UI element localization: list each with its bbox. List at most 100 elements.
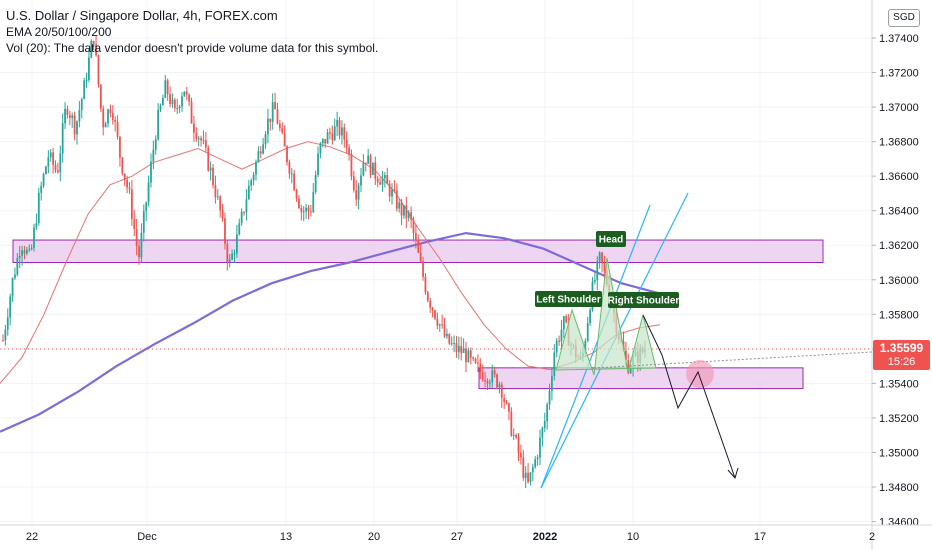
candle-body: [190, 101, 193, 124]
candle-body: [47, 157, 50, 167]
candle-body: [398, 202, 401, 209]
candle-body: [555, 340, 558, 353]
candle-body: [453, 342, 455, 344]
candle-body: [357, 185, 360, 200]
x-axis[interactable]: 22 Dec 13 20 27 2022 10 17 2: [0, 524, 932, 543]
candle-body: [486, 380, 489, 384]
candle-body: [159, 105, 162, 110]
candle-body: [350, 154, 353, 177]
candle-body: [467, 350, 470, 363]
candle-body: [448, 333, 451, 344]
candle-body: [204, 140, 207, 148]
candle-body: [302, 211, 305, 213]
candle-body: [171, 99, 174, 105]
left-shoulder-label: Left Shoulder: [536, 295, 601, 306]
candle-body: [598, 252, 601, 262]
candle-body: [457, 345, 460, 352]
y-tick-label: 1.35200: [879, 413, 919, 425]
candle-body: [469, 350, 472, 358]
candle-body: [541, 427, 544, 438]
y-tick-label: 1.36000: [879, 275, 919, 287]
candle-body: [407, 212, 410, 219]
candle-body: [410, 212, 413, 220]
volume-indicator-label[interactable]: Vol (20): The data vendor doesn't provid…: [6, 41, 379, 55]
symbol-title[interactable]: U.S. Dollar / Singapore Dollar, 4h, FORE…: [6, 8, 278, 23]
candle-body: [152, 149, 155, 162]
candle-body: [336, 120, 339, 127]
candle-body: [169, 94, 171, 105]
candle-body: [147, 182, 150, 203]
candle-body: [40, 185, 43, 193]
candle-body: [338, 120, 341, 136]
y-tick-label: 1.36200: [879, 240, 919, 252]
candle-body: [625, 350, 627, 361]
candle-body: [259, 151, 262, 154]
candle-body: [264, 134, 267, 145]
last-price: 1.35599: [879, 341, 924, 355]
candle-body: [209, 167, 212, 171]
head-shoulders-pattern: [555, 257, 657, 376]
candle-body: [255, 161, 257, 175]
candle-body: [596, 261, 599, 281]
y-tick-label: 1.36600: [879, 171, 919, 183]
candle-body: [109, 109, 112, 113]
candle-body: [438, 324, 441, 326]
bar-countdown: 15:26: [887, 356, 916, 368]
candle-body: [28, 248, 31, 250]
ema-200-line: [0, 231, 661, 433]
candle-body: [45, 166, 47, 175]
candle-body: [188, 94, 191, 102]
candle-body: [603, 263, 606, 272]
candle-body: [59, 153, 62, 173]
candle-body: [393, 189, 396, 191]
projection-path: [642, 314, 736, 479]
candle-body: [267, 118, 269, 135]
candle-body: [462, 348, 465, 353]
candle-body: [281, 128, 284, 133]
y-tick-label: 1.34600: [879, 517, 919, 529]
candle-body: [627, 360, 630, 373]
x-tick-label: 27: [451, 531, 463, 543]
x-tick-label: 10: [627, 531, 639, 543]
candle-body: [381, 178, 384, 185]
candle-body: [23, 250, 26, 254]
candle-body: [197, 138, 200, 140]
y-tick-label: 1.37200: [879, 68, 919, 80]
candle-body: [524, 472, 527, 479]
candle-body: [173, 99, 176, 109]
candle-body: [551, 376, 553, 391]
candle-body: [536, 457, 539, 460]
ema-indicator-label[interactable]: EMA 20/50/100/200: [6, 25, 112, 39]
candle-body: [348, 147, 350, 155]
candle-body: [307, 207, 310, 212]
candle-body: [90, 40, 93, 58]
right-shoulder-label-bg: [608, 292, 679, 308]
candle-body: [142, 211, 145, 233]
candle-body: [157, 109, 160, 140]
candle-body: [403, 205, 405, 216]
candle-body: [247, 185, 250, 200]
candle-body: [11, 278, 14, 297]
candle-body: [326, 132, 329, 144]
candle-body: [114, 119, 117, 122]
candle-body: [140, 232, 143, 258]
y-axis[interactable]: 1.37400 1.37200 1.37000 1.36800 1.36600 1.364…: [871, 0, 919, 550]
right-shoulder-label: Right Shoulder: [608, 296, 680, 307]
candle-body: [539, 437, 541, 458]
candle-body: [104, 123, 107, 128]
candle-body: [66, 108, 69, 115]
candle-body: [14, 274, 16, 279]
candle-body: [321, 138, 324, 144]
candle-body: [128, 187, 131, 190]
candle-body: [214, 185, 217, 198]
candle-body: [553, 352, 556, 377]
candle-body: [116, 121, 119, 137]
currency-badge[interactable]: SGD: [888, 9, 920, 27]
neckline: [593, 351, 873, 369]
candle-body: [290, 173, 293, 175]
candle-body: [331, 133, 334, 141]
support-zone: [478, 367, 804, 390]
candle-body: [312, 191, 315, 212]
y-tick-label: 1.35000: [879, 447, 919, 459]
